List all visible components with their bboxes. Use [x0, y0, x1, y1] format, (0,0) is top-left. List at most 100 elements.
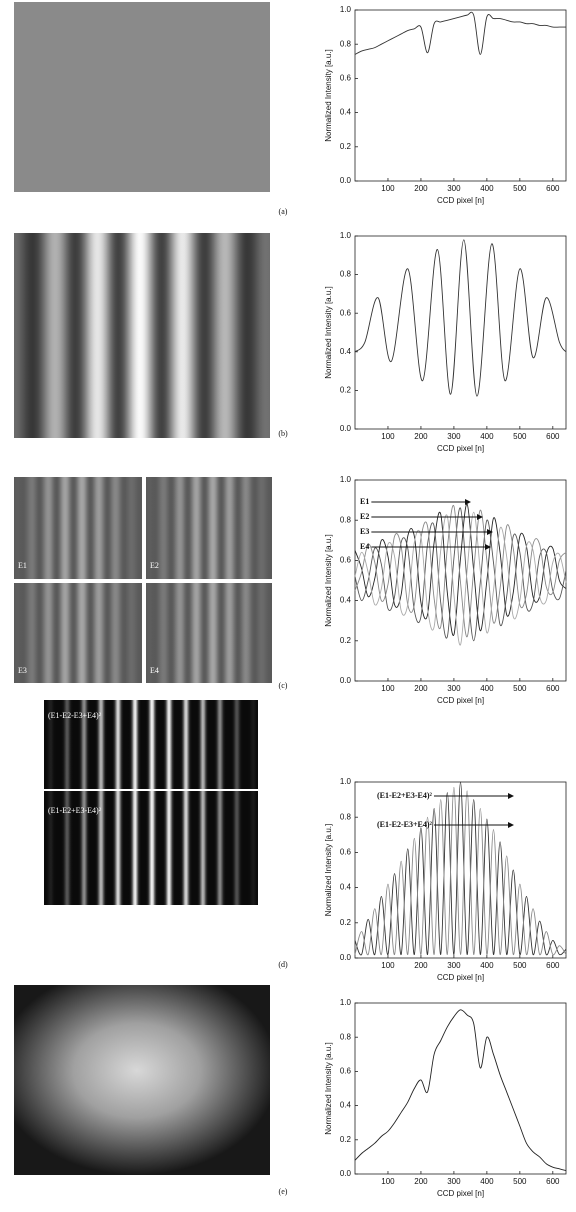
image-label: E1 [18, 561, 27, 570]
y-tick-label: 0.8 [340, 39, 352, 48]
photo [14, 233, 270, 438]
y-tick-label: 0.2 [340, 918, 352, 927]
photo [14, 985, 270, 1175]
y-tick-label: 0.8 [340, 1032, 352, 1041]
x-tick-label: 500 [513, 684, 527, 693]
image-label: E3 [18, 666, 27, 675]
photo [146, 477, 272, 579]
data-line [354, 1009, 567, 1172]
y-tick-label: 1.0 [340, 475, 352, 484]
y-tick-label: 0.0 [340, 1169, 352, 1178]
x-tick-label: 400 [480, 432, 494, 441]
x-tick-label: 100 [381, 432, 395, 441]
y-axis-label: Normalized Intensity [a.u.] [324, 1042, 333, 1134]
y-tick-label: 0.2 [340, 386, 352, 395]
photo [14, 477, 142, 579]
x-tick-label: 300 [447, 184, 461, 193]
y-tick-label: 0.4 [340, 596, 352, 605]
x-tick-label: 500 [513, 184, 527, 193]
x-tick-label: 200 [414, 432, 428, 441]
y-tick-label: 0.0 [340, 676, 352, 685]
x-tick-label: 100 [381, 961, 395, 970]
series-label: E1 [360, 497, 369, 506]
x-tick-label: 200 [414, 961, 428, 970]
data-line [354, 786, 567, 956]
data-line [354, 511, 567, 646]
x-tick-label: 100 [381, 684, 395, 693]
y-axis-label: Normalized Intensity [a.u.] [324, 286, 333, 378]
y-tick-label: 0.2 [340, 636, 352, 645]
y-tick-label: 0.2 [340, 1135, 352, 1144]
image-label: (E1-E2+E3-E4)² [48, 806, 102, 815]
data-line [354, 503, 567, 636]
y-tick-label: 0.0 [340, 953, 352, 962]
x-tick-label: 500 [513, 1177, 527, 1186]
y-tick-label: 1.0 [340, 777, 352, 786]
x-axis-label: CCD pixel [n] [437, 973, 484, 982]
x-tick-label: 400 [480, 184, 494, 193]
y-tick-label: 1.0 [340, 998, 352, 1007]
image-label: E2 [150, 561, 159, 570]
data-line [354, 505, 567, 638]
series-label: (E1-E2+E3-E4)² [377, 791, 433, 800]
image-label: (E1-E2-E3+E4)² [48, 711, 102, 720]
y-tick-label: 1.0 [340, 5, 352, 14]
x-tick-label: 600 [546, 184, 560, 193]
y-tick-label: 1.0 [340, 231, 352, 240]
y-tick-label: 0.0 [340, 424, 352, 433]
data-line [354, 507, 567, 642]
x-tick-label: 400 [480, 961, 494, 970]
x-tick-label: 300 [447, 1177, 461, 1186]
panel-label: (e) [279, 1187, 288, 1196]
photo [14, 583, 142, 683]
y-tick-label: 0.8 [340, 270, 352, 279]
x-axis-label: CCD pixel [n] [437, 196, 484, 205]
photo [44, 791, 258, 905]
y-tick-label: 0.4 [340, 108, 352, 117]
x-tick-label: 600 [546, 1177, 560, 1186]
x-tick-label: 200 [414, 684, 428, 693]
y-tick-label: 0.0 [340, 176, 352, 185]
y-tick-label: 0.6 [340, 556, 352, 565]
x-tick-label: 600 [546, 432, 560, 441]
x-tick-label: 100 [381, 1177, 395, 1186]
y-tick-label: 0.8 [340, 812, 352, 821]
series-label: E3 [360, 527, 369, 536]
x-tick-label: 300 [447, 432, 461, 441]
series-label: (E1-E2-E3+E4)² [377, 820, 433, 829]
data-line [354, 239, 567, 397]
photo [146, 583, 272, 683]
y-tick-label: 0.6 [340, 1067, 352, 1076]
x-tick-label: 500 [513, 432, 527, 441]
plot-frame [354, 781, 567, 959]
plot-frame [354, 1002, 567, 1175]
panel-label: (c) [279, 681, 288, 690]
photo [14, 2, 270, 192]
y-tick-label: 0.8 [340, 515, 352, 524]
y-tick-label: 0.4 [340, 347, 352, 356]
x-tick-label: 400 [480, 684, 494, 693]
image-label: E4 [150, 666, 159, 675]
x-tick-label: 500 [513, 961, 527, 970]
x-tick-label: 600 [546, 961, 560, 970]
photo [44, 700, 258, 789]
y-tick-label: 0.4 [340, 883, 352, 892]
x-tick-label: 200 [414, 184, 428, 193]
y-tick-label: 0.6 [340, 308, 352, 317]
x-tick-label: 100 [381, 184, 395, 193]
series-label: E4 [360, 542, 369, 551]
panel-label: (d) [278, 960, 288, 969]
y-axis-label: Normalized Intensity [a.u.] [324, 49, 333, 141]
x-tick-label: 200 [414, 1177, 428, 1186]
panel-label: (b) [278, 429, 288, 438]
plot-frame [354, 9, 567, 182]
y-axis-label: Normalized Intensity [a.u.] [324, 534, 333, 626]
x-axis-label: CCD pixel [n] [437, 696, 484, 705]
x-axis-label: CCD pixel [n] [437, 1189, 484, 1198]
x-tick-label: 600 [546, 684, 560, 693]
data-line [354, 781, 567, 956]
data-line [354, 11, 566, 55]
panel-label: (a) [279, 207, 288, 216]
